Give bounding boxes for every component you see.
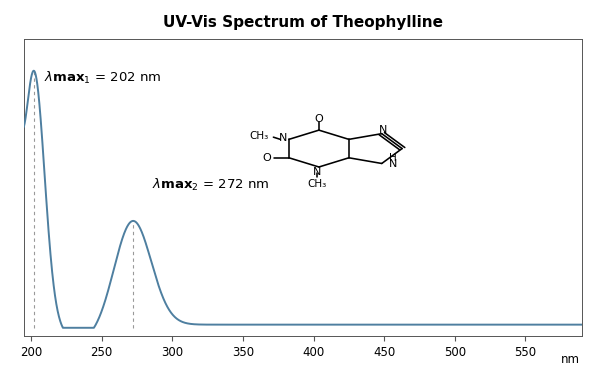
Text: $\lambda$$\mathbf{max}$$_1$ = 202 nm: $\lambda$$\mathbf{max}$$_1$ = 202 nm [44, 70, 161, 86]
Text: CH₃: CH₃ [249, 131, 268, 141]
Text: O: O [314, 114, 323, 124]
Text: $\lambda$$\mathbf{max}$$_2$ = 272 nm: $\lambda$$\mathbf{max}$$_2$ = 272 nm [152, 177, 269, 193]
Text: N: N [313, 167, 322, 177]
Title: UV-Vis Spectrum of Theophylline: UV-Vis Spectrum of Theophylline [163, 15, 443, 30]
Text: N: N [389, 159, 397, 169]
Text: CH₃: CH₃ [308, 179, 327, 190]
Text: O: O [262, 153, 271, 163]
Text: nm: nm [561, 353, 580, 366]
Text: N: N [379, 125, 388, 135]
Text: H: H [389, 153, 397, 163]
Text: N: N [278, 134, 287, 144]
